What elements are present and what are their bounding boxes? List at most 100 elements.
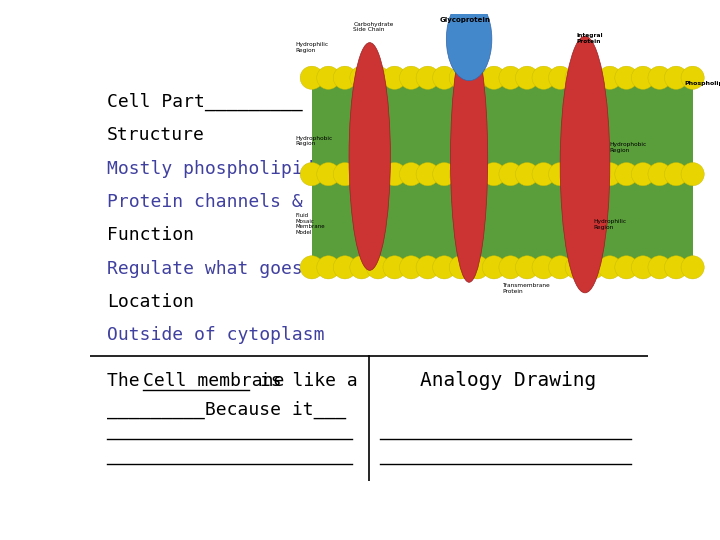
Ellipse shape — [516, 163, 539, 186]
Ellipse shape — [466, 66, 489, 89]
Ellipse shape — [383, 256, 406, 279]
Ellipse shape — [516, 66, 539, 89]
Ellipse shape — [631, 66, 654, 89]
Ellipse shape — [631, 256, 654, 279]
Ellipse shape — [615, 256, 638, 279]
Text: _________Because it___: _________Because it___ — [107, 401, 346, 419]
Ellipse shape — [449, 66, 472, 89]
Ellipse shape — [681, 66, 704, 89]
Text: The: The — [107, 372, 150, 390]
Ellipse shape — [333, 256, 356, 279]
Text: Carbohydrate
Side Chain: Carbohydrate Side Chain — [353, 22, 394, 32]
Ellipse shape — [615, 66, 638, 89]
Ellipse shape — [549, 163, 572, 186]
Ellipse shape — [681, 163, 704, 186]
Ellipse shape — [300, 256, 323, 279]
Ellipse shape — [560, 36, 610, 293]
Ellipse shape — [681, 256, 704, 279]
Ellipse shape — [350, 66, 373, 89]
FancyBboxPatch shape — [312, 177, 693, 261]
Ellipse shape — [383, 163, 406, 186]
Ellipse shape — [400, 256, 423, 279]
Ellipse shape — [449, 256, 472, 279]
Ellipse shape — [350, 256, 373, 279]
Text: Phospholipid: Phospholipid — [684, 81, 720, 86]
Ellipse shape — [449, 163, 472, 186]
Ellipse shape — [499, 256, 522, 279]
Text: Transmembrane
Protein: Transmembrane Protein — [502, 284, 550, 294]
Ellipse shape — [466, 256, 489, 279]
Ellipse shape — [300, 163, 323, 186]
Text: Integral
Protein: Integral Protein — [577, 33, 603, 44]
Text: Regulate what goes in an: Regulate what goes in an — [107, 260, 368, 278]
Ellipse shape — [516, 256, 539, 279]
Ellipse shape — [482, 256, 505, 279]
FancyBboxPatch shape — [312, 81, 693, 168]
Text: Hydrophobic
Region: Hydrophobic Region — [610, 142, 647, 153]
Ellipse shape — [549, 256, 572, 279]
Ellipse shape — [532, 163, 555, 186]
Ellipse shape — [582, 66, 605, 89]
Text: Hydrophobic
Region: Hydrophobic Region — [295, 136, 333, 146]
Ellipse shape — [631, 163, 654, 186]
Ellipse shape — [648, 256, 671, 279]
Ellipse shape — [665, 256, 688, 279]
Ellipse shape — [416, 66, 439, 89]
Ellipse shape — [532, 66, 555, 89]
Ellipse shape — [598, 163, 621, 186]
Ellipse shape — [350, 163, 373, 186]
Ellipse shape — [451, 34, 487, 282]
Ellipse shape — [317, 66, 340, 89]
Text: Protein channels & carbs: Protein channels & carbs — [107, 193, 368, 211]
Ellipse shape — [349, 43, 390, 271]
Ellipse shape — [333, 66, 356, 89]
Ellipse shape — [615, 163, 638, 186]
Ellipse shape — [317, 163, 340, 186]
Ellipse shape — [648, 66, 671, 89]
Ellipse shape — [482, 66, 505, 89]
Text: Location: Location — [107, 293, 194, 311]
Text: Function: Function — [107, 226, 194, 244]
Text: Outside of cytoplasm: Outside of cytoplasm — [107, 326, 324, 344]
Ellipse shape — [549, 66, 572, 89]
Ellipse shape — [499, 163, 522, 186]
Ellipse shape — [433, 66, 456, 89]
Ellipse shape — [598, 66, 621, 89]
Ellipse shape — [300, 66, 323, 89]
Text: Analogy Drawing: Analogy Drawing — [420, 372, 597, 390]
Ellipse shape — [482, 163, 505, 186]
Ellipse shape — [598, 256, 621, 279]
Text: Mostly phospholipids plus some: Mostly phospholipids plus some — [107, 160, 433, 178]
Ellipse shape — [665, 66, 688, 89]
Ellipse shape — [446, 0, 492, 80]
Ellipse shape — [366, 256, 390, 279]
Ellipse shape — [648, 163, 671, 186]
Ellipse shape — [565, 256, 588, 279]
Ellipse shape — [400, 66, 423, 89]
Text: Hydrophilic
Region: Hydrophilic Region — [593, 219, 626, 230]
Ellipse shape — [433, 163, 456, 186]
Ellipse shape — [433, 256, 456, 279]
Text: Fluid
Mosaic
Membrane
Model: Fluid Mosaic Membrane Model — [295, 213, 325, 235]
Ellipse shape — [416, 163, 439, 186]
Ellipse shape — [532, 256, 555, 279]
Text: Hydrophilic
Region: Hydrophilic Region — [295, 43, 328, 53]
Ellipse shape — [499, 66, 522, 89]
Ellipse shape — [366, 66, 390, 89]
Ellipse shape — [665, 163, 688, 186]
Ellipse shape — [582, 163, 605, 186]
Ellipse shape — [565, 163, 588, 186]
Text: Cell membrane: Cell membrane — [143, 372, 284, 390]
Ellipse shape — [333, 163, 356, 186]
Text: Plasma Membrane Structural Components: Plasma Membrane Structural Components — [367, 71, 588, 81]
Text: Cell Part_________: Cell Part_________ — [107, 93, 302, 111]
Ellipse shape — [366, 163, 390, 186]
Text: Glycoprotein: Glycoprotein — [440, 17, 491, 23]
Ellipse shape — [317, 256, 340, 279]
Text: Structure: Structure — [107, 126, 204, 145]
Text: is like a: is like a — [249, 372, 358, 390]
Ellipse shape — [466, 163, 489, 186]
Ellipse shape — [400, 163, 423, 186]
Ellipse shape — [383, 66, 406, 89]
Ellipse shape — [565, 66, 588, 89]
